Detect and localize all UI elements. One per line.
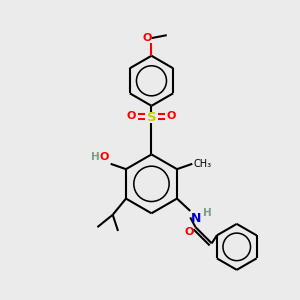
- Text: S: S: [147, 110, 156, 124]
- Text: O: O: [100, 152, 109, 162]
- Text: N: N: [191, 212, 202, 225]
- Text: O: O: [184, 227, 194, 237]
- Text: O: O: [127, 111, 136, 121]
- Text: CH₃: CH₃: [194, 159, 212, 169]
- Text: H: H: [91, 152, 100, 162]
- Text: O: O: [143, 33, 152, 43]
- Text: H: H: [202, 208, 211, 218]
- Text: O: O: [167, 111, 176, 121]
